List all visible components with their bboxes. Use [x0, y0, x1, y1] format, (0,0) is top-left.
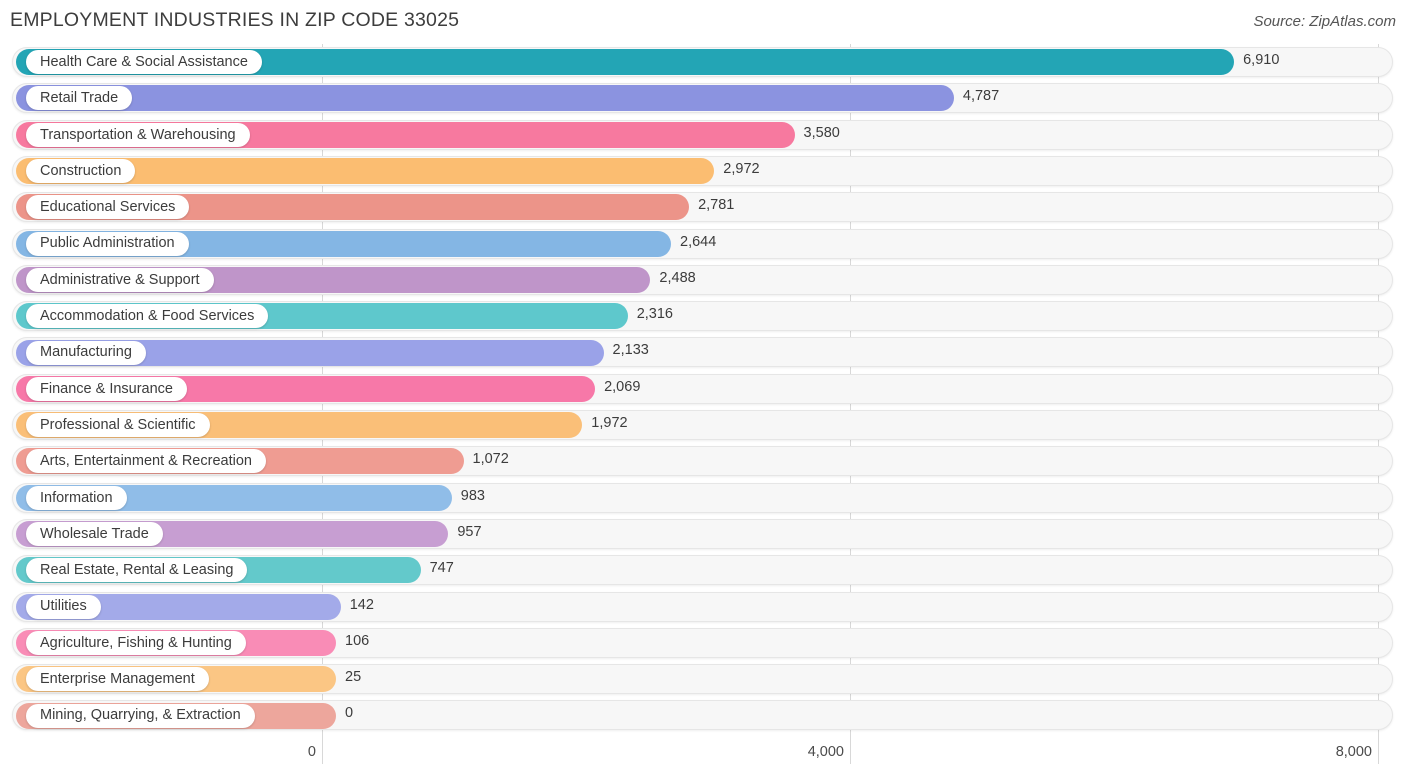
chart-row[interactable]: Finance & Insurance 2,069 — [0, 371, 1406, 407]
category-label: Agriculture, Fishing & Hunting — [40, 634, 232, 651]
category-label-pill: Agriculture, Fishing & Hunting — [26, 630, 246, 655]
value-label: 6,910 — [1243, 52, 1280, 68]
category-label: Real Estate, Rental & Leasing — [40, 562, 234, 579]
value-label: 2,644 — [680, 233, 717, 250]
category-label-pill: Mining, Quarrying, & Extraction — [26, 703, 255, 728]
chart-row[interactable]: Real Estate, Rental & Leasing 747 — [0, 552, 1406, 588]
value-label: 983 — [460, 487, 485, 504]
category-label-pill: Transportation & Warehousing — [26, 122, 250, 147]
axis-tick-mark — [1378, 738, 1379, 764]
chart-row[interactable]: Agriculture, Fishing & Hunting 106 — [0, 625, 1406, 661]
chart-row[interactable]: Health Care & Social Assistance 6,910 — [0, 44, 1406, 80]
chart-row[interactable]: Manufacturing 2,133 — [0, 334, 1406, 370]
value-label: 142 — [349, 596, 374, 613]
category-label-pill: Accommodation & Food Services — [26, 304, 269, 329]
value-label: 2,972 — [723, 160, 760, 177]
chart-row[interactable]: Public Administration 2,644 — [0, 226, 1406, 262]
source-attribution: Source: ZipAtlas.com — [1253, 13, 1396, 30]
category-label: Administrative & Support — [40, 271, 200, 288]
value-label: 0 — [345, 705, 354, 722]
value-label: 957 — [457, 523, 482, 540]
category-label: Finance & Insurance — [40, 380, 173, 397]
category-label-pill: Enterprise Management — [26, 667, 209, 692]
category-label-pill: Manufacturing — [26, 340, 146, 365]
chart-row[interactable]: Administrative & Support 2,488 — [0, 262, 1406, 298]
category-label-pill: Construction — [26, 159, 136, 184]
category-label: Information — [40, 489, 113, 506]
chart-row[interactable]: Transportation & Warehousing 3,580 — [0, 117, 1406, 153]
chart-row[interactable]: Educational Services 2,781 — [0, 189, 1406, 225]
category-label: Accommodation & Food Services — [40, 308, 255, 325]
category-label: Health Care & Social Assistance — [40, 53, 248, 70]
category-label-pill: Public Administration — [26, 231, 189, 256]
category-label-pill: Administrative & Support — [26, 267, 214, 292]
category-label: Manufacturing — [40, 344, 132, 361]
chart-row[interactable]: Utilities 142 — [0, 589, 1406, 625]
category-label: Construction — [40, 162, 122, 179]
axis-tick-label: 0 — [307, 744, 316, 760]
value-label: 3,580 — [803, 124, 840, 141]
chart-header: EMPLOYMENT INDUSTRIES IN ZIP CODE 33025 … — [0, 0, 1406, 44]
category-label: Enterprise Management — [40, 671, 195, 688]
x-axis: 0 4,000 8,000 — [0, 738, 1406, 776]
value-label: 2,133 — [612, 342, 649, 359]
category-label-pill: Professional & Scientific — [26, 413, 210, 438]
value-label: 2,781 — [698, 197, 735, 214]
chart-row[interactable]: Accommodation & Food Services 2,316 — [0, 298, 1406, 334]
chart-row[interactable]: Professional & Scientific 1,972 — [0, 407, 1406, 443]
category-label: Arts, Entertainment & Recreation — [40, 453, 252, 470]
value-bar[interactable] — [16, 85, 954, 112]
page-title: EMPLOYMENT INDUSTRIES IN ZIP CODE 33025 — [10, 9, 460, 31]
value-label: 2,488 — [659, 269, 696, 286]
chart-row[interactable]: Construction 2,972 — [0, 153, 1406, 189]
category-label-pill: Wholesale Trade — [26, 522, 163, 547]
chart-row[interactable]: Retail Trade 4,787 — [0, 80, 1406, 116]
category-label: Utilities — [40, 598, 87, 615]
category-label: Mining, Quarrying, & Extraction — [40, 707, 241, 724]
value-label: 1,072 — [472, 451, 509, 468]
category-label: Professional & Scientific — [40, 416, 196, 433]
axis-tick-label: 8,000 — [1335, 744, 1372, 760]
value-label: 2,316 — [636, 306, 673, 323]
category-label: Wholesale Trade — [40, 525, 149, 542]
category-label: Educational Services — [40, 199, 176, 216]
chart-row[interactable]: Enterprise Management 25 — [0, 661, 1406, 697]
value-label: 25 — [345, 669, 362, 686]
bar-chart-plot-area: Health Care & Social Assistance 6,910 Reta… — [0, 44, 1406, 738]
value-label: 2,069 — [604, 378, 641, 395]
value-label: 106 — [345, 632, 370, 649]
chart-row[interactable]: Information 983 — [0, 480, 1406, 516]
value-label: 1,972 — [591, 415, 628, 431]
category-label-pill: Retail Trade — [26, 86, 133, 111]
axis-tick-mark — [322, 738, 323, 764]
value-label: 747 — [429, 560, 454, 577]
category-label: Transportation & Warehousing — [40, 126, 236, 143]
category-label-pill: Health Care & Social Assistance — [26, 50, 262, 75]
category-label-pill: Real Estate, Rental & Leasing — [26, 558, 248, 583]
category-label: Public Administration — [40, 235, 175, 252]
axis-tick-mark — [850, 738, 851, 764]
category-label-pill: Arts, Entertainment & Recreation — [26, 449, 266, 474]
category-label-pill: Educational Services — [26, 195, 190, 220]
category-label-pill: Information — [26, 485, 127, 510]
chart-row[interactable]: Arts, Entertainment & Recreation 1,072 — [0, 443, 1406, 479]
value-label: 4,787 — [962, 88, 1000, 105]
chart-row[interactable]: Mining, Quarrying, & Extraction 0 — [0, 697, 1406, 733]
chart-row[interactable]: Wholesale Trade 957 — [0, 516, 1406, 552]
category-label-pill: Utilities — [26, 594, 101, 619]
category-label-pill: Finance & Insurance — [26, 376, 187, 401]
category-label: Retail Trade — [40, 90, 119, 107]
axis-tick-label: 4,000 — [807, 744, 844, 760]
